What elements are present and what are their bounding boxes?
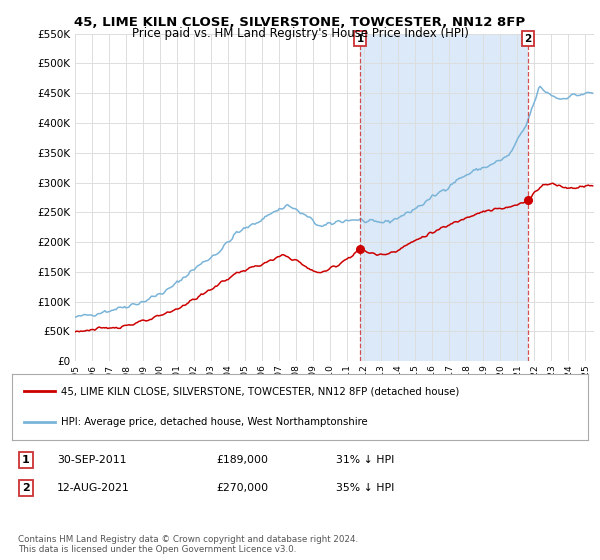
- Text: 1: 1: [22, 455, 29, 465]
- Text: 1: 1: [356, 34, 364, 44]
- Text: 2: 2: [524, 34, 532, 44]
- Text: £270,000: £270,000: [216, 483, 268, 493]
- Bar: [360, 34, 528, 361]
- Text: Contains HM Land Registry data © Crown copyright and database right 2024.
This d: Contains HM Land Registry data © Crown c…: [18, 535, 358, 554]
- Text: 30-SEP-2011: 30-SEP-2011: [57, 455, 127, 465]
- Text: HPI: Average price, detached house, West Northamptonshire: HPI: Average price, detached house, West…: [61, 417, 368, 427]
- Text: 45, LIME KILN CLOSE, SILVERSTONE, TOWCESTER, NN12 8FP (detached house): 45, LIME KILN CLOSE, SILVERSTONE, TOWCES…: [61, 386, 460, 396]
- Text: 12-AUG-2021: 12-AUG-2021: [57, 483, 130, 493]
- Text: 35% ↓ HPI: 35% ↓ HPI: [336, 483, 394, 493]
- Text: 31% ↓ HPI: 31% ↓ HPI: [336, 455, 394, 465]
- Text: 45, LIME KILN CLOSE, SILVERSTONE, TOWCESTER, NN12 8FP: 45, LIME KILN CLOSE, SILVERSTONE, TOWCES…: [74, 16, 526, 29]
- Text: Price paid vs. HM Land Registry's House Price Index (HPI): Price paid vs. HM Land Registry's House …: [131, 27, 469, 40]
- Text: 2: 2: [22, 483, 29, 493]
- Text: £189,000: £189,000: [216, 455, 268, 465]
